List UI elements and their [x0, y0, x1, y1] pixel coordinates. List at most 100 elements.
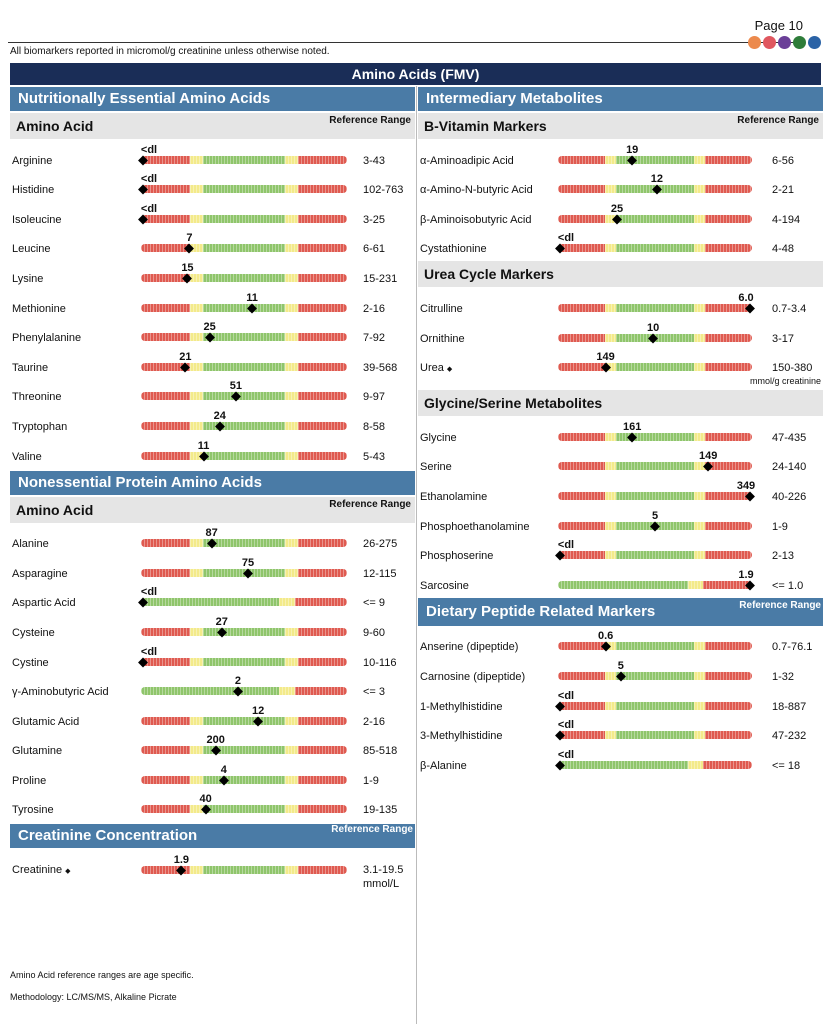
range-zone	[705, 551, 752, 560]
units-note: All biomarkers reported in micromol/g cr…	[10, 46, 330, 57]
left-column: Nutritionally Essential Amino Acids Amin…	[10, 87, 415, 891]
range-zone	[297, 568, 347, 577]
range-bar	[558, 760, 752, 769]
range-zone	[297, 451, 347, 460]
range-zone	[297, 746, 347, 755]
subheader-b-vitamin: B-Vitamin Markers Reference Range	[418, 113, 823, 139]
range-zone	[604, 303, 617, 312]
analyte-name: Methionine	[12, 303, 66, 315]
range-zone	[141, 627, 191, 636]
result-row: Tryptophan 24 8-58	[10, 405, 415, 435]
reference-range: 3-17	[772, 332, 795, 345]
reference-range-label: Reference Range	[329, 115, 411, 126]
range-zone	[297, 716, 347, 725]
range-zone	[202, 392, 286, 401]
range-zone	[604, 731, 617, 740]
range-zone	[616, 432, 694, 441]
purple-dot	[778, 36, 791, 49]
analyte-name: Alanine	[12, 538, 49, 550]
subheader-nonessential: Amino Acid Reference Range	[10, 496, 415, 523]
range-bar	[141, 805, 347, 814]
range-zone	[202, 244, 286, 253]
range-zone	[705, 701, 752, 710]
reference-range: 47-435	[772, 431, 807, 444]
reference-range: 1-32	[772, 670, 795, 683]
range-zone	[297, 657, 347, 666]
analyte-label: Creatinine	[12, 864, 63, 877]
reference-range: 3-25	[363, 213, 386, 226]
analyte-name: Phenylalanine	[12, 332, 81, 344]
subheader-label: Amino Acid	[16, 118, 94, 134]
range-zone	[693, 642, 706, 651]
analyte-label: Sarcosine	[420, 579, 469, 592]
result-row: Phenylalanine 25 7-92	[10, 317, 415, 347]
range-zone	[604, 521, 617, 530]
range-zone	[295, 687, 347, 696]
range-zone	[558, 363, 605, 372]
range-zone	[285, 539, 298, 548]
result-value: 7	[186, 232, 193, 245]
range-bar	[141, 333, 347, 342]
range-zone	[297, 185, 347, 194]
result-value: 21	[179, 350, 192, 363]
range-zone	[202, 716, 286, 725]
analyte-label: Lysine	[12, 272, 44, 285]
range-zone	[202, 451, 286, 460]
reference-range: 19-135	[363, 804, 398, 817]
range-bar	[141, 598, 347, 607]
analyte-name: Phosphoserine	[420, 550, 493, 562]
subheader-glycine-serine: Glycine/Serine Metabolites	[418, 390, 823, 417]
green-dot	[793, 36, 806, 49]
result-value: <dl	[557, 539, 575, 552]
range-zone	[693, 185, 706, 194]
result-row: Asparagine 75 12-115	[10, 552, 415, 582]
range-zone	[693, 491, 706, 500]
analyte-label: Anserine (dipeptide)	[420, 641, 519, 654]
range-zone	[693, 244, 706, 253]
range-zone	[693, 462, 706, 471]
range-zone	[141, 362, 191, 371]
analyte-name: Histidine	[12, 184, 54, 196]
result-row: Urea ◆ 149 150-380 mmol/g creatinine	[418, 347, 823, 386]
range-zone	[705, 521, 752, 530]
analyte-label: α-Aminoadipic Acid	[420, 154, 514, 167]
range-zone	[693, 671, 706, 680]
analyte-label: Alanine	[12, 538, 49, 551]
analyte-name: β-Aminoisobutyric Acid	[420, 214, 531, 226]
range-zone	[141, 333, 191, 342]
range-zone	[190, 273, 203, 282]
diamond-icon: ◆	[446, 366, 453, 374]
range-bar	[558, 701, 752, 710]
analyte-name: Valine	[12, 451, 42, 463]
analyte-label: Glycine	[420, 431, 457, 444]
analyte-name: Taurine	[12, 362, 48, 374]
range-zone	[705, 363, 752, 372]
analyte-label: 1-Methylhistidine	[420, 700, 503, 713]
range-zone	[693, 214, 706, 223]
result-row: Sarcosine 1.9 <= 1.0	[418, 564, 823, 594]
range-bar	[141, 362, 347, 371]
range-bar	[141, 687, 347, 696]
range-zone	[285, 627, 298, 636]
range-bar	[558, 363, 752, 372]
analyte-label: Cystine	[12, 656, 49, 669]
range-zone	[202, 185, 286, 194]
analyte-name: Glutamine	[12, 745, 62, 757]
range-zone	[297, 273, 347, 282]
range-bar	[141, 392, 347, 401]
range-zone	[604, 432, 617, 441]
analyte-label: γ-Aminobutyric Acid	[12, 686, 109, 699]
reference-unit: mmol/L	[363, 878, 400, 891]
reference-range: 10-116	[363, 656, 397, 669]
result-value: 5	[617, 659, 624, 672]
reference-range: 3.1-19.5	[363, 864, 404, 877]
range-zone	[141, 687, 280, 696]
subheader-label: Urea Cycle Markers	[424, 266, 554, 283]
range-bar	[558, 731, 752, 740]
reference-range: 8-58	[363, 420, 386, 433]
reference-range-label: Reference Range	[737, 115, 819, 126]
range-zone	[705, 462, 752, 471]
creatinine-rows: Creatinine ◆ 1.9 3.1-19.5 mmol/L	[10, 848, 415, 891]
result-row: Phosphoserine <dl 2-13	[418, 535, 823, 565]
section-header-dietary: Dietary Peptide Related Markers Referenc…	[418, 597, 823, 626]
